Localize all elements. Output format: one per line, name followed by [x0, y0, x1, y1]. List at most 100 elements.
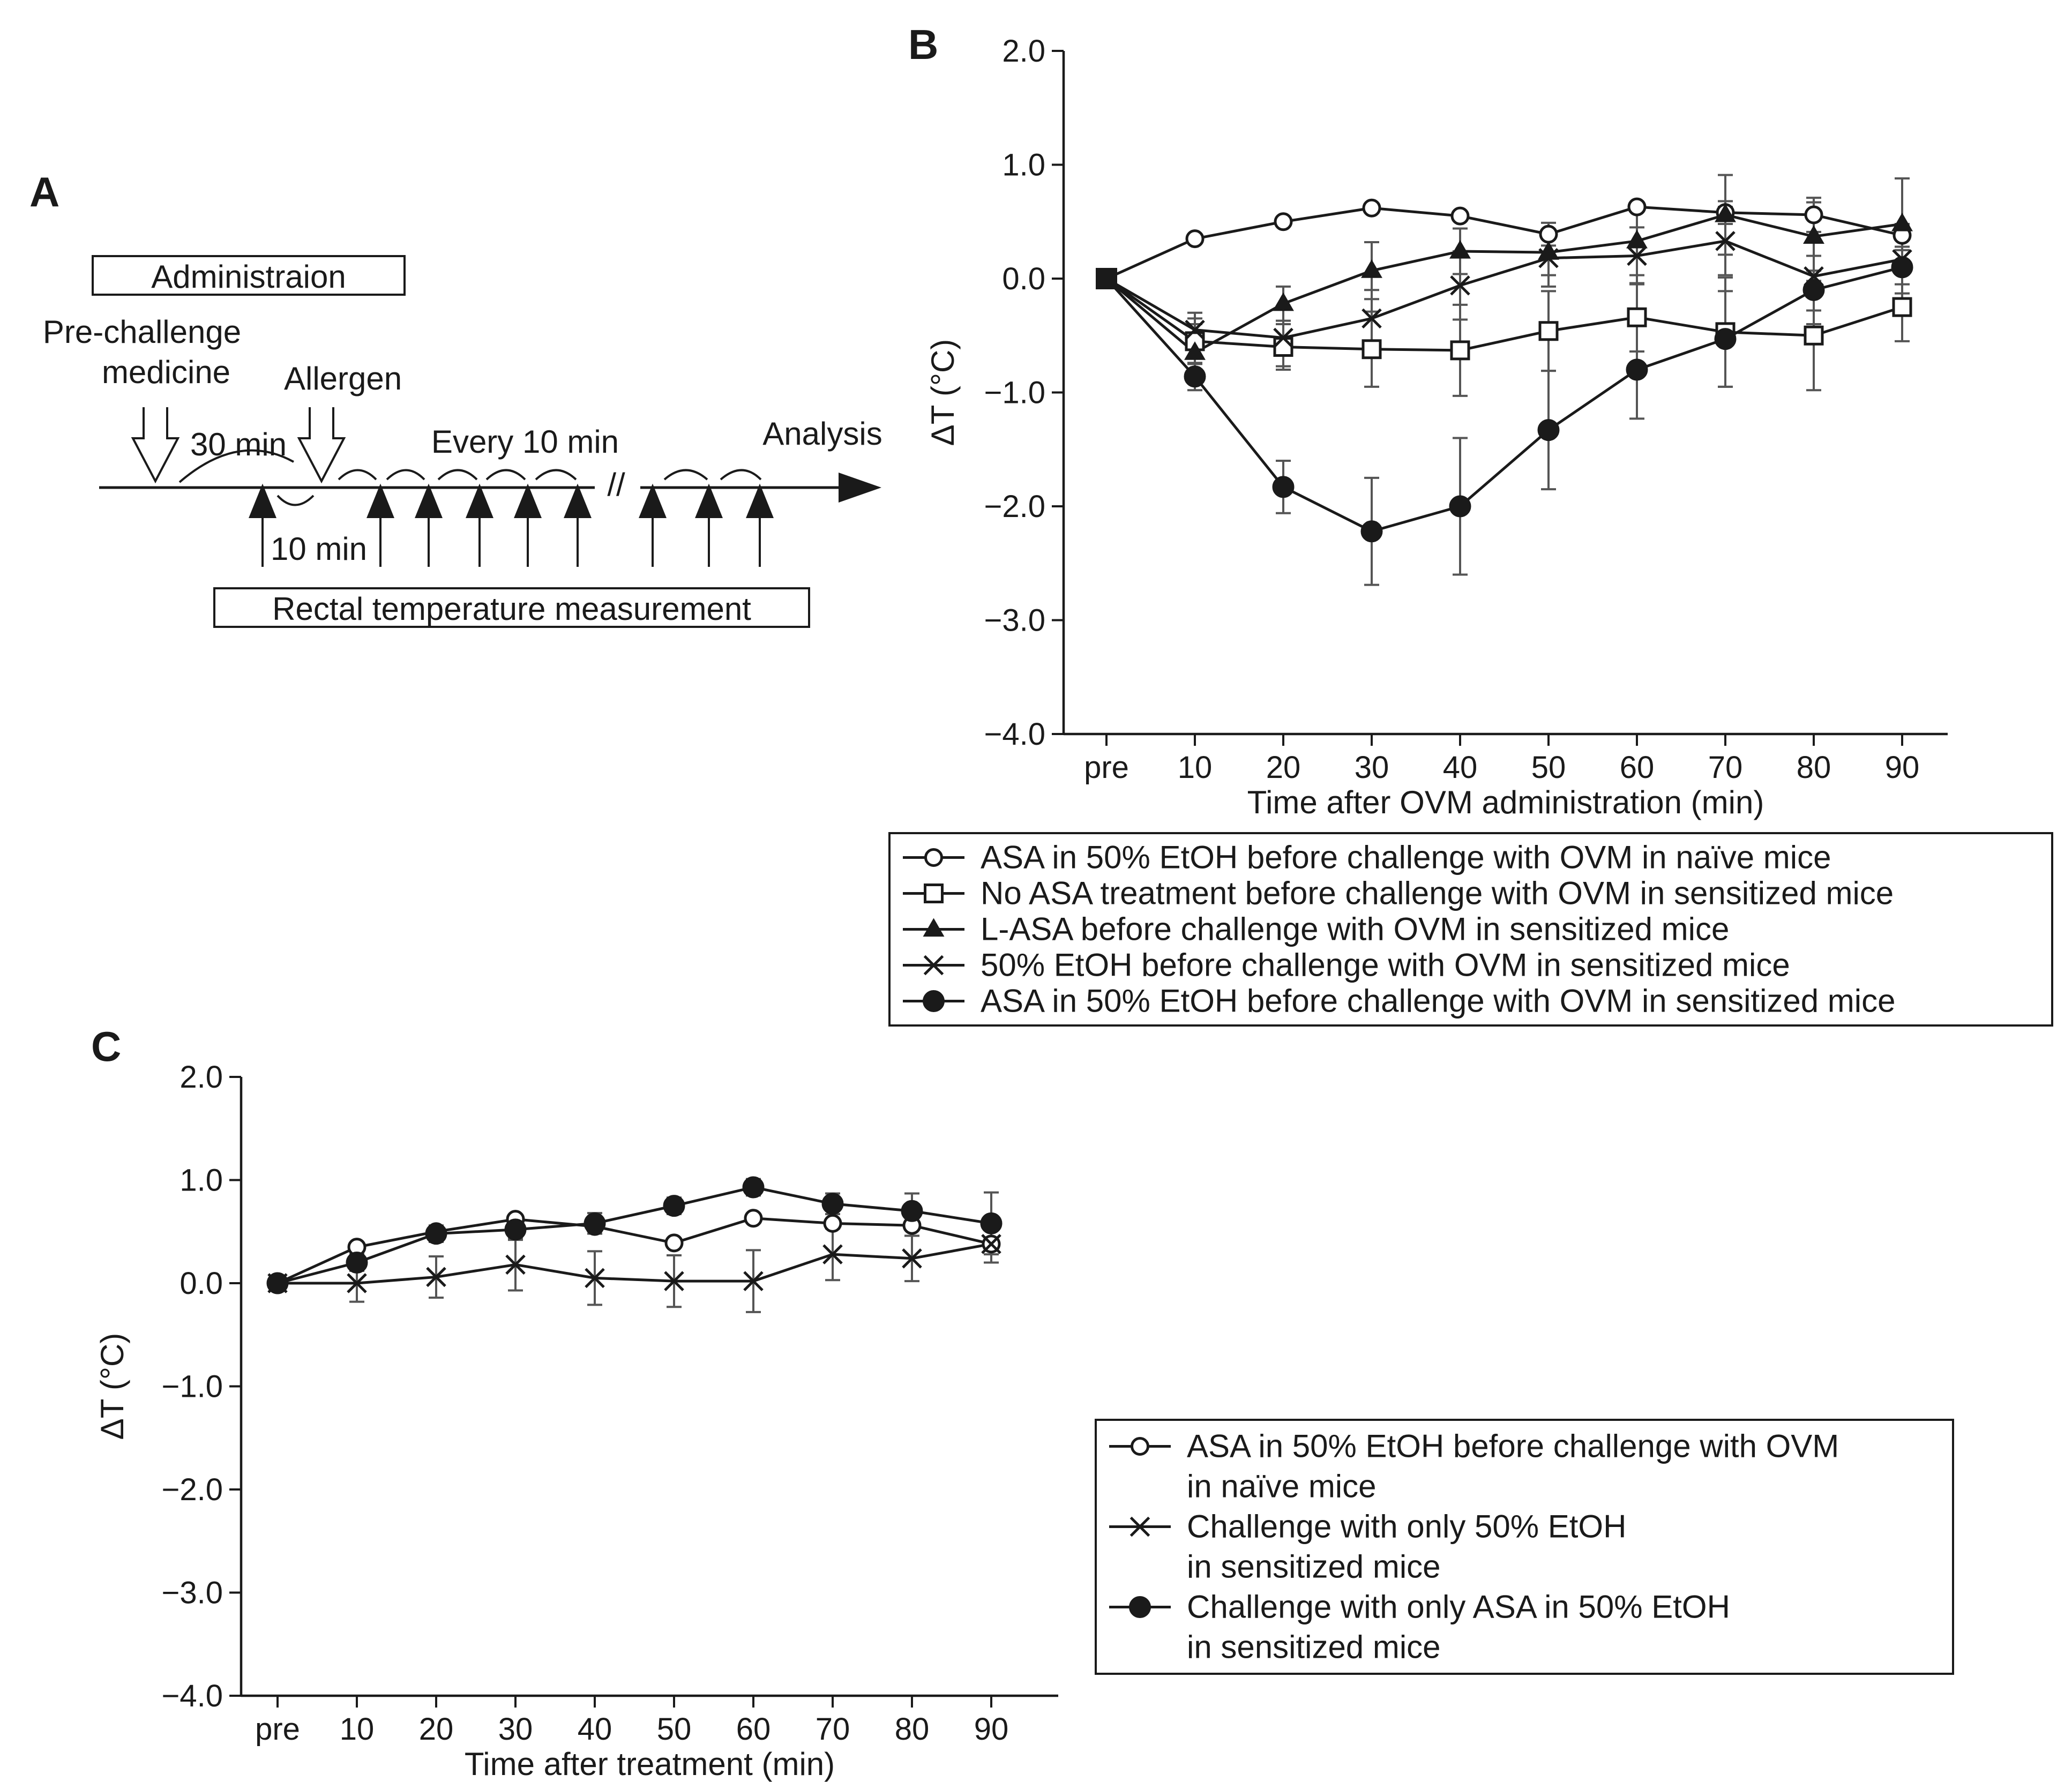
measurement-arrow-icon [366, 483, 394, 567]
y-tick-label: −4.0 [162, 1679, 223, 1713]
pre-challenge-label-line2: medicine [102, 354, 230, 390]
measurement-arrow-icon [466, 483, 493, 567]
measurement-arrow-icon [564, 483, 592, 567]
legend-label: in naïve mice [1187, 1469, 1377, 1504]
measurement-arrow-icon [249, 483, 276, 567]
data-point [1450, 206, 1470, 226]
timeline-break-mark: // [607, 467, 625, 503]
x-tick-label: 30 [1355, 750, 1389, 785]
data-point [1539, 224, 1558, 244]
series-line [1105, 277, 1903, 352]
legend-label: ASA in 50% EtOH before challenge with OV… [981, 840, 1831, 875]
series-line [277, 1186, 992, 1285]
allergen-label: Allergen [284, 361, 402, 396]
x-tick-label: 30 [498, 1712, 533, 1747]
data-point [1184, 365, 1206, 388]
measurement-label: Rectal temperature measurement [272, 591, 751, 627]
data-point [585, 1268, 605, 1289]
legend-marker [923, 990, 945, 1012]
y-tick-label: −3.0 [984, 603, 1046, 638]
data-point [425, 1223, 447, 1245]
legend-marker [1131, 1437, 1149, 1456]
data-point [744, 1209, 763, 1228]
data-point [743, 1271, 764, 1291]
legend-label: ASA in 50% EtOH before challenge with OV… [981, 983, 1895, 1019]
data-point [901, 1200, 923, 1222]
data-point [1538, 241, 1559, 260]
allergen-open-arrow-icon [297, 407, 346, 484]
data-point [663, 1195, 685, 1217]
data-point [1361, 259, 1382, 278]
x-axis-title: Time after treatment (min) [465, 1746, 835, 1782]
data-point [504, 1218, 527, 1241]
timeline-arrowhead-icon [839, 473, 881, 503]
x-tick-label: 70 [1708, 750, 1743, 785]
interval-10-label: 10 min [271, 531, 367, 567]
x-tick-label: 10 [340, 1712, 375, 1747]
measurement-arrow-icon [415, 483, 443, 567]
legend-label: No ASA treatment before challenge with O… [981, 875, 1894, 911]
x-tick-label: 80 [895, 1712, 930, 1747]
pre-challenge-open-arrow-icon [131, 407, 180, 484]
y-tick-label: 0.0 [179, 1266, 223, 1301]
x-tick-label: 20 [1266, 750, 1301, 785]
data-point [1184, 341, 1206, 360]
data-point [1627, 307, 1647, 327]
x-axis-title: Time after OVM administration (min) [1247, 784, 1764, 820]
data-point [1362, 308, 1382, 329]
data-point [1450, 275, 1470, 296]
y-tick-label: 1.0 [179, 1163, 223, 1198]
x-tick-label: 70 [816, 1712, 850, 1747]
y-tick-label: 1.0 [1002, 148, 1045, 183]
data-point [1538, 248, 1559, 268]
administration-label-box [92, 255, 406, 296]
legend-box [888, 832, 2053, 1027]
legend-marker [1129, 1596, 1151, 1618]
interval-arcs-every-10min [338, 469, 762, 481]
administration-label: Administraion [151, 259, 346, 295]
measurement-arrow-icon [514, 483, 542, 567]
x-tick-label: 90 [974, 1712, 1009, 1747]
x-tick-label: 90 [1885, 750, 1920, 785]
x-tick-label: 60 [736, 1712, 771, 1747]
data-point [346, 1252, 368, 1274]
data-point [1803, 225, 1824, 244]
chart-b-plot-area: 2.0 1.0 0.0 −1.0 −2.0 −3.0 −4.0 pre 10 20 30 40 50 60… [888, 34, 2053, 1027]
data-point [1273, 292, 1294, 311]
data-point [664, 1233, 684, 1253]
data-point [426, 1267, 446, 1287]
x-tick-label: 20 [419, 1712, 454, 1747]
x-tick-label: 60 [1620, 750, 1655, 785]
legend-label: 50% EtOH before challenge with OVM in se… [981, 947, 1790, 983]
y-tick-label: 2.0 [1002, 34, 1045, 69]
y-axis-title: ΔT (°C) [925, 339, 961, 446]
data-point [1804, 325, 1824, 346]
legend-marker [923, 918, 945, 937]
legend-label: ASA in 50% EtOH before challenge with OV… [1187, 1428, 1839, 1464]
x-tick-label: pre [255, 1712, 300, 1747]
legend-box [1095, 1419, 1954, 1675]
legend-label: in sensitized mice [1187, 1629, 1441, 1665]
x-tick-label: 40 [578, 1712, 612, 1747]
series-line [278, 1242, 992, 1285]
data-point [823, 1214, 842, 1233]
data-point [1449, 495, 1471, 518]
data-point [1802, 279, 1825, 301]
measurement-arrow-icon [746, 483, 774, 567]
series-line [1105, 266, 1903, 533]
x-tick-label: pre [1084, 750, 1129, 785]
measurement-arrows [249, 483, 774, 567]
data-point [742, 1176, 765, 1199]
panel-a-timeline-diagram: A Administraion Pre-challenge medicine A… [29, 168, 882, 628]
legend-label: Challenge with only 50% EtOH [1187, 1509, 1626, 1545]
data-point [1096, 268, 1117, 289]
panel-b-chart: B 2.0 1.0 0.0 −1.0 −2.0 −3.0 −4.0 pre 10 20 30 40 50… [888, 21, 2053, 1027]
data-point [1537, 419, 1560, 441]
data-point [902, 1248, 922, 1269]
data-point [1804, 205, 1823, 224]
legend-marker [924, 883, 944, 903]
y-tick-label: 2.0 [179, 1060, 223, 1095]
data-point [266, 1272, 289, 1294]
series-line [1105, 213, 1903, 355]
